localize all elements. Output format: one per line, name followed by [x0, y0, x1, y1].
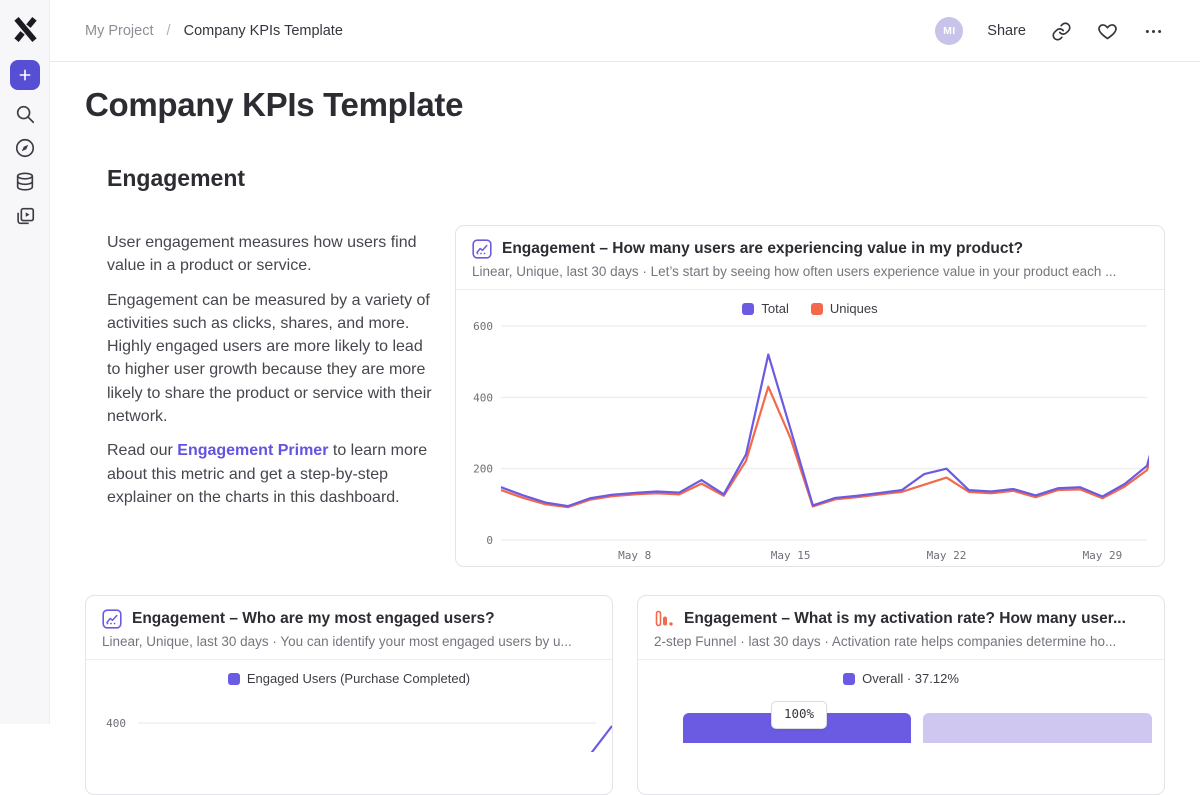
legend-item-overall[interactable]: Overall · 37.12% [843, 671, 959, 686]
page-title: Company KPIs Template [85, 86, 464, 123]
favorite-heart-icon[interactable] [1096, 20, 1118, 42]
legend-item-uniques[interactable]: Uniques [810, 301, 878, 316]
svg-text:0: 0 [486, 534, 493, 547]
intro-paragraph-1: User engagement measures how users find … [107, 234, 417, 275]
line-chart-partial: 400 [106, 717, 612, 752]
mixpanel-logo[interactable] [12, 16, 39, 43]
boards-icon[interactable] [14, 205, 36, 227]
legend-swatch-overall [843, 672, 856, 685]
svg-text:600: 600 [473, 320, 493, 333]
legend-swatch-uniques [810, 302, 823, 315]
card2-legend: Engaged Users (Purchase Completed) [86, 660, 612, 686]
card3-subtitle: 2-step Funnel · last 30 days · Activatio… [654, 634, 1117, 649]
card3-header[interactable]: Engagement – What is my activation rate?… [638, 596, 1164, 660]
section-description: User engagement measures how users find … [107, 231, 435, 520]
card2-header[interactable]: Engagement – Who are my most engaged use… [86, 596, 612, 660]
card1-title: Engagement – How many users are experien… [502, 240, 1024, 257]
card2-title: Engagement – Who are my most engaged use… [132, 610, 495, 627]
breadcrumb: My Project / Company KPIs Template [85, 23, 343, 39]
avatar[interactable]: MI [935, 17, 964, 45]
card1-subtitle: Linear, Unique, last 30 days · Let’s sta… [472, 264, 1117, 279]
top-bar: My Project / Company KPIs Template MI Sh… [0, 0, 1200, 62]
funnel-step-2-bar[interactable] [923, 713, 1152, 743]
legend-swatch-total [742, 302, 755, 315]
intro-paragraph-3: Read our Engagement Primer to learn more… [107, 442, 428, 506]
left-rail [0, 0, 50, 724]
breadcrumb-current: Company KPIs Template [183, 23, 343, 39]
legend-swatch-engaged-users [227, 672, 240, 685]
share-button[interactable]: Share [987, 23, 1026, 39]
svg-text:400: 400 [473, 391, 493, 404]
line-chart-icon [102, 609, 122, 629]
breadcrumb-separator: / [166, 23, 171, 39]
intro-paragraph-2: Engagement can be measured by a variety … [107, 291, 432, 426]
card1-header[interactable]: Engagement – How many users are experien… [456, 226, 1164, 290]
svg-text:May 29: May 29 [1083, 549, 1123, 562]
svg-text:May 22: May 22 [927, 549, 967, 562]
legend-item-total[interactable]: Total [742, 301, 789, 316]
line-chart-icon [472, 239, 492, 259]
breadcrumb-project[interactable]: My Project [85, 23, 154, 39]
engagement-primer-link[interactable]: Engagement Primer [177, 442, 329, 460]
svg-text:May 15: May 15 [771, 549, 811, 562]
compass-icon[interactable] [14, 137, 36, 159]
search-icon[interactable] [14, 103, 36, 125]
section-heading: Engagement [107, 165, 246, 191]
create-button[interactable] [10, 60, 40, 90]
svg-text:200: 200 [473, 463, 493, 476]
line-chart: 600 400 200 0 May 8 May 15 May 22 May 29 [473, 320, 1149, 562]
database-icon[interactable] [14, 171, 36, 193]
copy-link-icon[interactable] [1050, 20, 1072, 42]
card-activation-rate: Engagement – What is my activation rate?… [637, 595, 1165, 795]
more-options-icon[interactable] [1142, 20, 1164, 42]
card-experiencing-value: Engagement – How many users are experien… [455, 225, 1165, 567]
funnel-bars-icon [655, 610, 673, 627]
card2-subtitle: Linear, Unique, last 30 days · You can i… [102, 634, 572, 649]
card-engaged-users: Engagement – Who are my most engaged use… [85, 595, 613, 795]
card3-title: Engagement – What is my activation rate?… [684, 610, 1126, 627]
funnel-step-1-value: 100% [771, 701, 827, 729]
card1-legend: Total Uniques [456, 290, 1164, 316]
plus-icon [19, 69, 31, 81]
card3-legend: Overall · 37.12% [638, 660, 1164, 686]
svg-text:May 8: May 8 [618, 549, 651, 562]
legend-item-engaged-users[interactable]: Engaged Users (Purchase Completed) [227, 671, 470, 686]
